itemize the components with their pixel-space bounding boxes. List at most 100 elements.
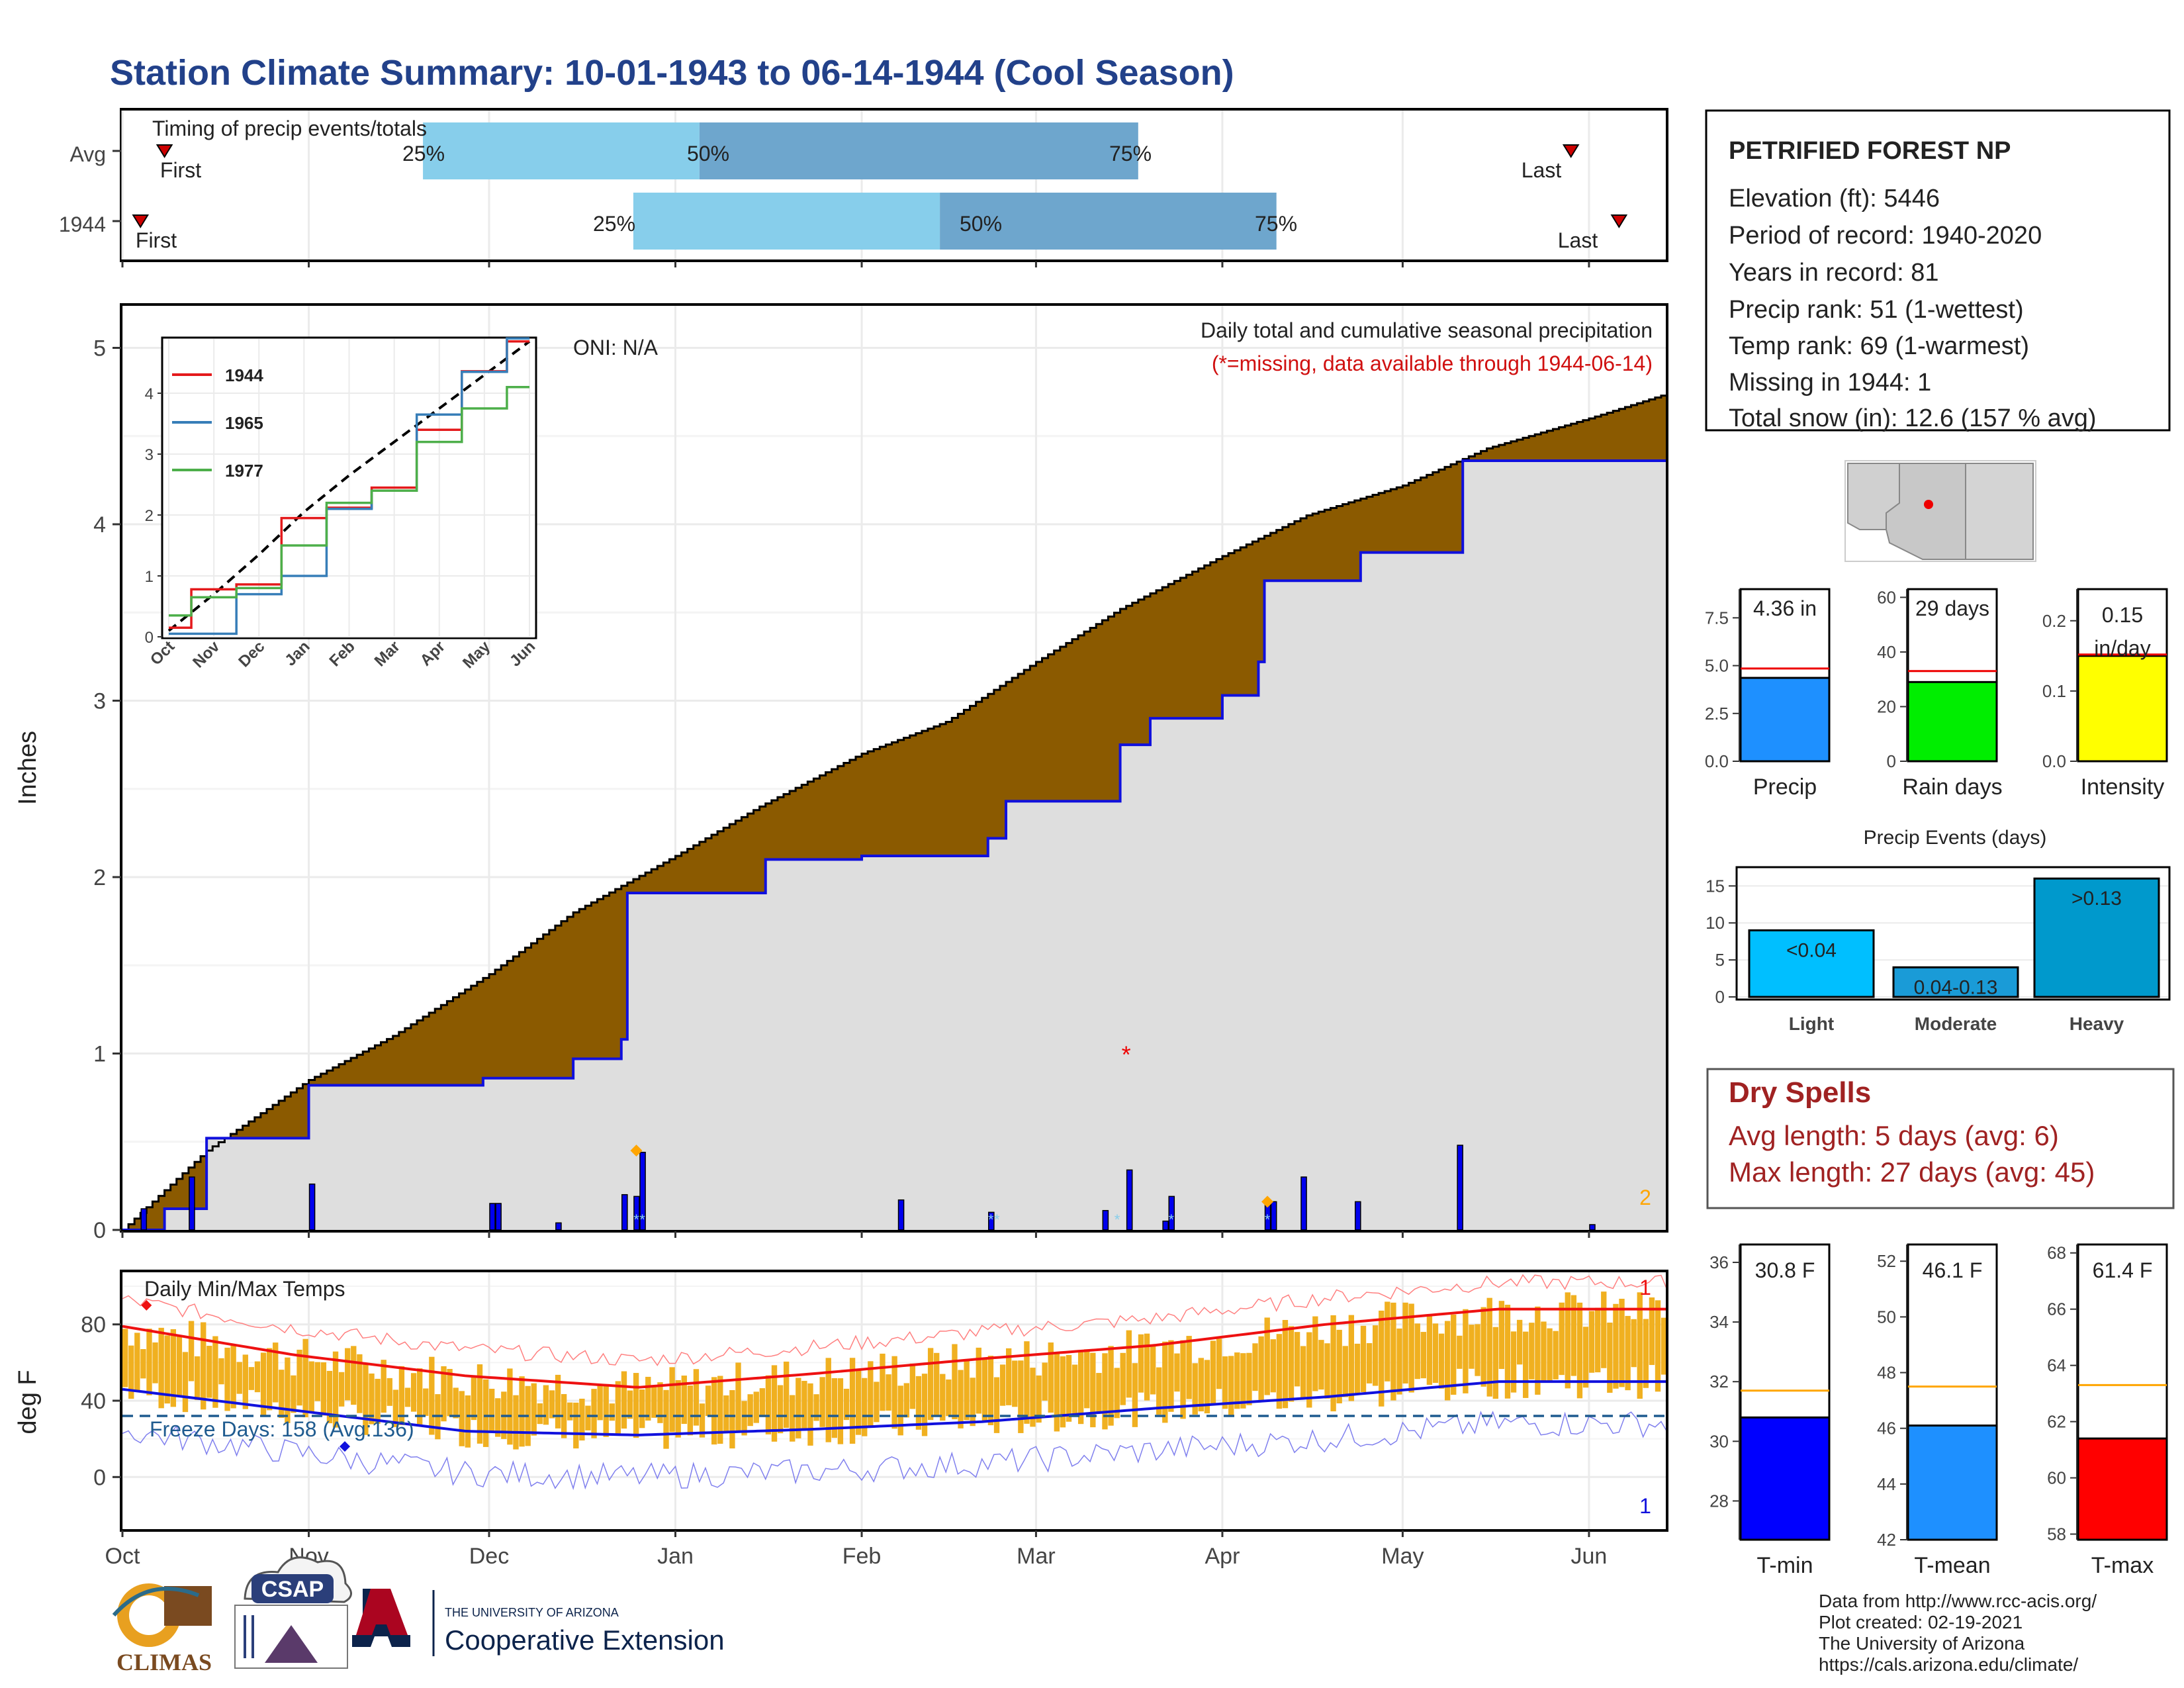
- summary-bar-label: Precip: [1753, 774, 1817, 800]
- daily-temp-bar: [308, 1361, 314, 1413]
- daily-temp-bar: [711, 1377, 717, 1445]
- daily-temp-bar: [1547, 1328, 1553, 1382]
- daily-temp-bar: [447, 1368, 453, 1417]
- timing-panel: Timing of precip events/totals Avg 1944 …: [59, 108, 1668, 262]
- month-label: Dec: [469, 1544, 509, 1569]
- daily-temp-bar: [1156, 1367, 1162, 1415]
- avg-cumulative-line: [122, 395, 1667, 1231]
- daily-temp-bar: [880, 1353, 886, 1411]
- daily-temp-bar: [296, 1349, 302, 1406]
- daily-temp-bar: [429, 1356, 435, 1435]
- csap-logo: CSAP: [234, 1556, 352, 1669]
- daily-temp-bar: [1588, 1311, 1595, 1373]
- daily-temp-bar: [1288, 1326, 1295, 1402]
- events-tick-label: 10: [1706, 913, 1725, 933]
- station-elevation: Elevation (ft): 5446: [1729, 185, 1940, 212]
- snow-day-marker: *: [988, 1211, 994, 1228]
- snow-total-marker: [630, 1145, 643, 1157]
- daily-temp-bar: [555, 1374, 561, 1429]
- daily-temp-bar: [843, 1388, 850, 1421]
- daily-temp-bar: [549, 1390, 555, 1419]
- daily-temp-bar: [1324, 1343, 1330, 1399]
- summary-bar-tick-label: 44: [1877, 1474, 1896, 1494]
- daily-temp-bar: [927, 1348, 934, 1421]
- daily-temp-bar: [170, 1329, 177, 1407]
- daily-temp-bar: [1198, 1358, 1204, 1412]
- timing-row-year-label: 1944: [59, 212, 106, 236]
- year-cumulative-line: [122, 459, 1667, 1231]
- timing-row-avg-label: Avg: [69, 142, 106, 166]
- daily-temp-bar: [597, 1385, 603, 1421]
- summary-bar-value: [1907, 680, 1998, 763]
- station-name: PETRIFIED FOREST NP: [1729, 137, 2011, 165]
- daily-temp-bar: [1444, 1321, 1451, 1401]
- daily-temp-bar: [1210, 1340, 1216, 1404]
- footer-line-1: Data from http://www.rcc-acis.org/: [1819, 1591, 2097, 1611]
- daily-temp-bar: [771, 1365, 778, 1442]
- daily-temp-bar: [266, 1348, 273, 1411]
- daily-temp-bar: [273, 1342, 279, 1403]
- daily-temp-bar: [495, 1398, 501, 1437]
- daily-temp-bar: [615, 1381, 621, 1435]
- daily-temp-bar: [1661, 1317, 1667, 1375]
- precip-ytick-label: 2: [93, 865, 106, 890]
- daily-temp-bar: [747, 1394, 753, 1427]
- dry-spells-avg: Avg length: 5 days (avg: 6): [1729, 1120, 2059, 1151]
- daily-precip-bar: [555, 1222, 562, 1231]
- daily-temp-bar: [417, 1368, 423, 1427]
- summary-bar-tick-label: 48: [1877, 1363, 1896, 1383]
- daily-temp-bar: [392, 1389, 399, 1427]
- daily-temp-bar: [1570, 1295, 1577, 1376]
- daily-precip-bar: [189, 1176, 195, 1231]
- daily-temp-bar: [807, 1383, 813, 1446]
- daily-precip-bar: [1355, 1201, 1361, 1231]
- month-label: Jun: [1571, 1544, 1608, 1569]
- daily-temp-bar: [1559, 1302, 1565, 1376]
- daily-temp-bar: [801, 1381, 807, 1430]
- daily-temp-bar: [958, 1370, 964, 1429]
- daily-temp-bar: [212, 1336, 218, 1408]
- precip-ytick-label: 5: [93, 336, 106, 361]
- summary-bar-tick-label: 62: [2047, 1412, 2066, 1432]
- summary-bar-tick-label: 34: [1709, 1312, 1729, 1332]
- daily-temp-bar: [952, 1344, 958, 1420]
- daily-temp-bar: [387, 1378, 392, 1406]
- daily-temp-bar: [1451, 1314, 1457, 1395]
- timing-year-p25: 25%: [593, 212, 635, 236]
- summary-bar-tick-label: 52: [1877, 1251, 1896, 1271]
- daily-temp-bar: [735, 1362, 741, 1432]
- daily-temp-bar: [1360, 1325, 1367, 1392]
- daily-temp-bar: [633, 1373, 639, 1438]
- summary-bars: 0.0 2.5 5.0 7.5 Precip 4.36 in 0 20 40 60 Rain day…: [1705, 587, 2168, 800]
- daily-temp-bar: [1535, 1306, 1541, 1395]
- daily-temp-bar: [897, 1385, 903, 1436]
- summary-bar-tick-label: 66: [2047, 1299, 2066, 1319]
- daily-temp-bar: [1084, 1349, 1090, 1409]
- timing-marker: [1562, 144, 1580, 158]
- station-years: Years in record: 81: [1729, 259, 1939, 287]
- daily-precip-bar: [1102, 1209, 1109, 1231]
- daily-temp-bar: [1126, 1330, 1132, 1398]
- daily-temp-bar: [194, 1356, 201, 1400]
- daily-temp-bar: [1613, 1303, 1619, 1389]
- events-bar-label: 0.04-0.13: [1914, 976, 1998, 998]
- precip-ytick-label: 4: [93, 512, 106, 538]
- precip-annotation-title: Daily total and cumulative seasonal prec…: [1201, 318, 1653, 342]
- daily-temp-bar: [783, 1361, 790, 1429]
- daily-temp-bar: [561, 1393, 567, 1438]
- daily-precip-bar: [308, 1183, 316, 1231]
- daily-temp-bar: [1510, 1331, 1517, 1393]
- daily-temp-bar: [1342, 1346, 1348, 1397]
- daily-temp-bar: [1637, 1292, 1643, 1399]
- daily-temp-bar: [1619, 1298, 1625, 1387]
- csap-logo-text: CSAP: [261, 1577, 324, 1602]
- daily-temp-bar: [964, 1360, 970, 1421]
- daily-temp-bar: [1475, 1324, 1480, 1376]
- daily-temp-bar: [1006, 1348, 1012, 1405]
- daily-temp-bar: [1108, 1346, 1114, 1426]
- daily-temp-bar: [813, 1394, 819, 1421]
- daily-temp-bar: [332, 1351, 339, 1428]
- daily-temp-bar: [1607, 1323, 1613, 1393]
- daily-temp-bar: [687, 1385, 694, 1436]
- inset-series-line: [169, 386, 529, 617]
